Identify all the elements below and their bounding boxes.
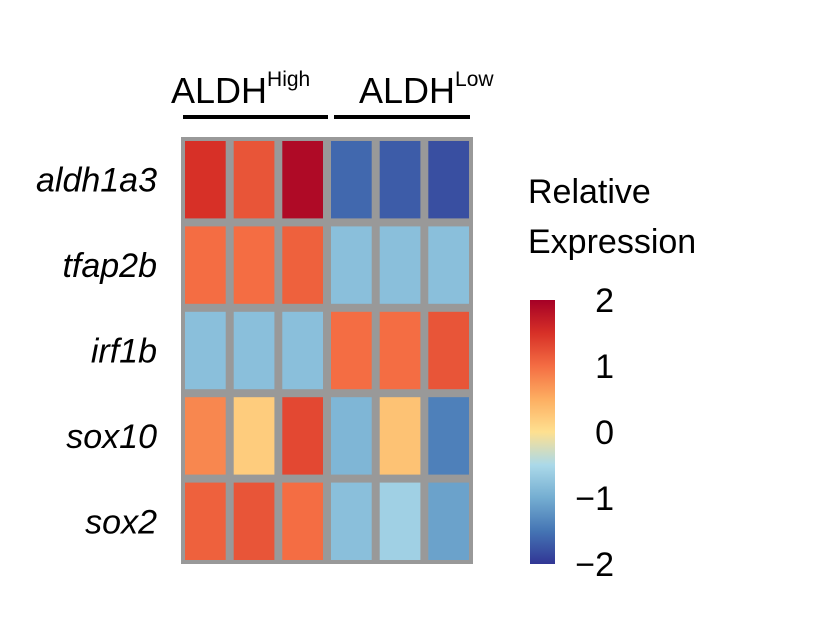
heatmap-cell xyxy=(185,226,226,304)
heatmap-cell xyxy=(428,226,469,304)
row-label: tfap2b xyxy=(62,247,157,285)
colorbar-gradient xyxy=(530,300,555,564)
colorbar-title-line-2: Expression xyxy=(528,223,696,261)
colorbar-tick-labels: 2 1 0 −1 −2 xyxy=(575,282,614,584)
heatmap-cell xyxy=(282,397,323,475)
row-label: sox10 xyxy=(66,418,157,456)
heatmap-cell xyxy=(331,141,372,219)
heatmap-cell xyxy=(331,311,372,390)
heatmap-cell xyxy=(233,482,275,560)
heatmap-cell xyxy=(428,397,469,475)
heatmap-cell xyxy=(379,226,421,304)
row-labels: aldh1a3 tfap2b irf1b sox10 sox2 xyxy=(36,162,157,542)
colorbar-tick-label: −1 xyxy=(575,480,614,518)
group-header-name: ALDH xyxy=(359,70,455,111)
heatmap-cell xyxy=(185,397,226,475)
colorbar-tick-label: 2 xyxy=(595,282,614,320)
heatmap-grid xyxy=(181,137,473,564)
heatmap-cell xyxy=(331,397,372,475)
heatmap-cell xyxy=(185,482,226,560)
heatmap-cell xyxy=(379,397,421,475)
heatmap-cell xyxy=(428,311,469,390)
row-label: irf1b xyxy=(91,333,157,371)
heatmap-cell xyxy=(185,311,226,390)
heatmap-cell xyxy=(331,482,372,560)
group-header-superscript: High xyxy=(267,68,310,91)
colorbar-title-line-1: Relative xyxy=(528,173,651,211)
heatmap-cell xyxy=(233,397,275,475)
colorbar-tick-label: 0 xyxy=(595,414,614,452)
heatmap-cell xyxy=(282,482,323,560)
heatmap-cell xyxy=(428,482,469,560)
group-headers: ALDHHigh ALDHLow xyxy=(171,68,494,119)
row-label: sox2 xyxy=(85,503,157,541)
group-header-label: ALDHHigh xyxy=(171,68,310,111)
heatmap-cell xyxy=(379,482,421,560)
heatmap-cell xyxy=(282,141,323,219)
row-label: aldh1a3 xyxy=(36,162,157,200)
group-header-label: ALDHLow xyxy=(359,68,494,111)
heatmap-cell xyxy=(331,226,372,304)
group-header-name: ALDH xyxy=(171,70,267,111)
heatmap-background xyxy=(181,137,473,564)
heatmap-cell xyxy=(428,141,469,219)
colorbar-tick-label: −2 xyxy=(575,546,614,584)
heatmap-cell xyxy=(282,226,323,304)
heatmap-cell xyxy=(379,311,421,390)
colorbar: Relative Expression 2 1 0 −1 −2 xyxy=(528,173,696,584)
heatmap-cell xyxy=(379,141,421,219)
heatmap-cell xyxy=(233,141,275,219)
heatmap-cell xyxy=(233,226,275,304)
heatmap-cell xyxy=(233,311,275,390)
colorbar-tick-label: 1 xyxy=(595,348,614,386)
heatmap-cell xyxy=(185,141,226,219)
heatmap-cell xyxy=(282,311,323,390)
group-header-superscript: Low xyxy=(455,68,494,91)
